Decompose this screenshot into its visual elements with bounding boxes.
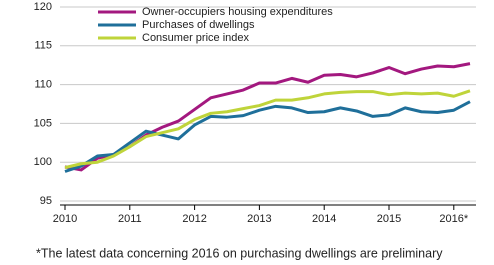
series-line [64, 62, 471, 172]
x-tick-label: 2011 [118, 213, 142, 225]
series-line [64, 100, 471, 173]
y-tick-label: 120 [34, 1, 52, 13]
y-tick-label: 95 [40, 195, 52, 207]
legend-label: Purchases of dwellings [142, 19, 255, 31]
footnote: *The latest data concerning 2016 on purc… [36, 246, 443, 260]
y-tick-label: 105 [34, 117, 52, 129]
legend-label: Owner-occupiers housing expenditures [142, 6, 333, 18]
x-tick-label: 2010 [53, 213, 77, 225]
x-tick-label: 2012 [182, 213, 206, 225]
x-tick-label: 2016* [439, 213, 468, 225]
y-tick-label: 115 [34, 40, 52, 52]
y-tick-label: 110 [34, 79, 52, 91]
x-tick-label: 2015 [377, 213, 401, 225]
legend-label: Consumer price index [142, 32, 249, 44]
x-tick-label: 2014 [312, 213, 336, 225]
x-tick-label: 2013 [247, 213, 271, 225]
series-line [64, 89, 471, 170]
y-tick-label: 100 [34, 156, 52, 168]
